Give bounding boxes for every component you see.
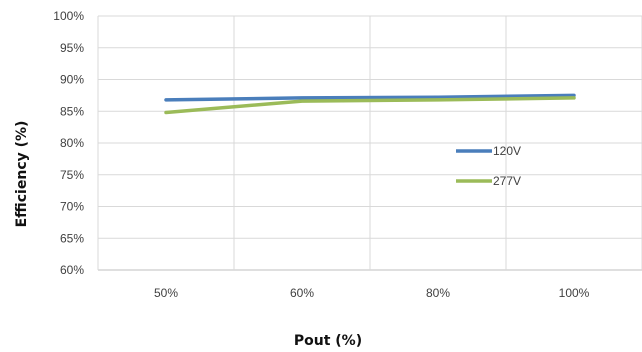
y-tick-label: 65% [60, 231, 84, 245]
legend: 120V 277V [456, 144, 521, 188]
y-tick-label: 85% [60, 104, 84, 118]
series-line-120V [164, 93, 576, 102]
x-tick-label: 80% [426, 286, 450, 300]
y-tick-label: 95% [60, 41, 84, 55]
y-tick-label: 100% [53, 9, 84, 23]
series-line-277V [164, 96, 576, 115]
series-lines [164, 93, 576, 115]
y-tick-label: 70% [60, 200, 84, 214]
y-tick-label: 75% [60, 168, 84, 182]
x-tick-label: 100% [559, 286, 590, 300]
y-axis-ticks: 60% 65% 70% 75% 80% 85% 90% 95% 100% [53, 9, 84, 277]
legend-label: 277V [493, 174, 521, 188]
x-axis-title: Pout (%) [294, 333, 362, 349]
grid-lines [97, 15, 642, 271]
x-tick-label: 50% [154, 286, 178, 300]
y-tick-label: 60% [60, 263, 84, 277]
y-tick-label: 80% [60, 136, 84, 150]
x-tick-label: 60% [290, 286, 314, 300]
y-axis-title: Efficiency (%) [14, 121, 30, 228]
y-tick-label: 90% [60, 73, 84, 87]
legend-label: 120V [493, 144, 521, 158]
x-axis-ticks: 50% 60% 80% 100% [154, 286, 590, 300]
